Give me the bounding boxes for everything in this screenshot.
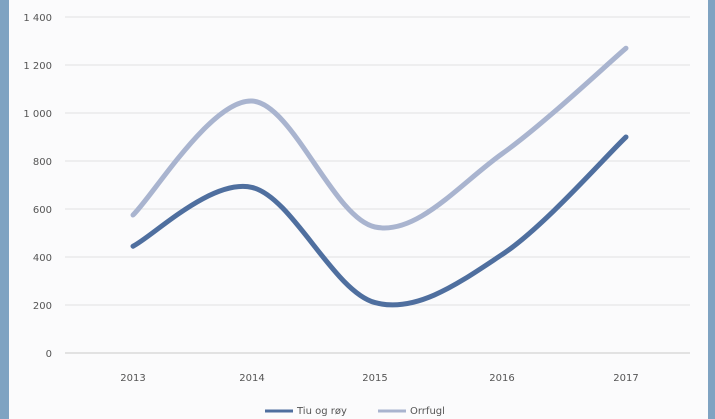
- series-line-2: [130, 45, 629, 231]
- y-tick-label: 800: [33, 157, 52, 168]
- x-tick-label: 2013: [120, 373, 145, 384]
- x-tick-label: 2014: [239, 373, 264, 384]
- x-axis-ticks: 2013 2014 2015 2016 2017: [120, 373, 638, 384]
- y-tick-label: 1 400: [23, 13, 52, 24]
- legend-label: Tiu og røy: [296, 406, 347, 417]
- y-tick-label: 0: [46, 349, 52, 360]
- y-tick-label: 600: [33, 205, 52, 216]
- y-tick-label: 400: [33, 253, 52, 264]
- series-lines: [130, 45, 629, 308]
- legend: Tiu og røy Orrfugl: [265, 406, 445, 417]
- y-tick-label: 1 000: [23, 109, 52, 120]
- legend-label: Orrfugl: [410, 406, 445, 417]
- x-tick-label: 2016: [489, 373, 514, 384]
- series-line-1: [130, 134, 629, 308]
- y-tick-label: 1 200: [23, 61, 52, 72]
- y-tick-label: 200: [33, 301, 52, 312]
- y-axis-ticks: 0 200 400 600 800 1 000 1 200 1 400: [23, 13, 52, 360]
- x-tick-label: 2015: [362, 373, 387, 384]
- x-tick-label: 2017: [613, 373, 638, 384]
